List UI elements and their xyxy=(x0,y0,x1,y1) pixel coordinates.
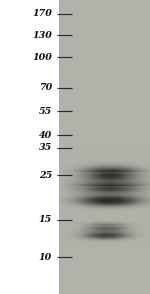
Text: 130: 130 xyxy=(32,31,52,39)
Text: 15: 15 xyxy=(39,216,52,225)
Text: 40: 40 xyxy=(39,131,52,139)
Text: 10: 10 xyxy=(39,253,52,261)
Text: 25: 25 xyxy=(39,171,52,180)
Text: 70: 70 xyxy=(39,83,52,93)
Text: 170: 170 xyxy=(32,9,52,19)
Text: 35: 35 xyxy=(39,143,52,153)
Text: 55: 55 xyxy=(39,106,52,116)
Text: 100: 100 xyxy=(32,53,52,61)
